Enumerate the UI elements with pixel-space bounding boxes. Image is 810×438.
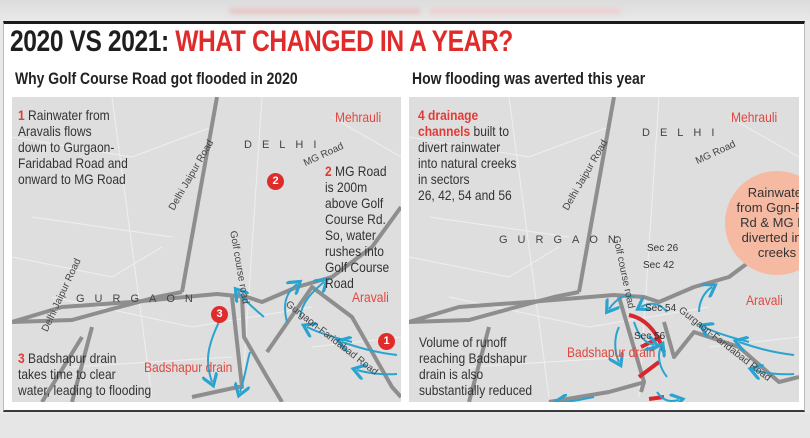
blurred-top-strip: [0, 0, 810, 20]
label-gurgaon: GURGAON: [499, 234, 626, 246]
note-2-number: 2: [325, 163, 332, 179]
note-3-number: 3: [18, 350, 25, 366]
note-2: 2 MG Road is 200m above Golf Course Rd. …: [325, 163, 389, 291]
note-line: in sectors: [418, 171, 470, 187]
note-1: 1 Rainwater from Aravalis flows down to …: [18, 107, 128, 187]
note-line: 26, 42, 54 and 56: [418, 187, 512, 203]
note-1-line: down to Gurgaon-: [18, 139, 115, 155]
note-1-number: 1: [18, 107, 25, 123]
note-line: reaching Badshapur: [419, 350, 527, 366]
note-3-line: water, leading to flooding: [18, 382, 152, 398]
callout-line: Rd & MG Rd: [740, 215, 799, 230]
note-2-line: Golf Course: [325, 259, 390, 275]
note-line: drain is also: [419, 366, 484, 382]
note-3-line: takes time to clear: [18, 366, 116, 382]
label-delhi: DELHI: [642, 127, 725, 139]
map-2020-roads: [12, 97, 401, 402]
marker-1: 1: [378, 333, 395, 350]
note-line: Volume of runoff: [419, 334, 507, 350]
note-1-line: Rainwater from: [28, 107, 110, 123]
label-aravali: Aravali: [746, 292, 783, 308]
note-2-line: So, water: [325, 227, 376, 243]
map-2020: 1 Rainwater from Aravalis flows down to …: [12, 97, 401, 402]
marker-2: 2: [267, 173, 284, 190]
sector-26-label: Sec 26: [647, 243, 679, 254]
note-2-line: Road: [325, 275, 354, 291]
note-2-line: above Golf: [325, 195, 384, 211]
label-mehrauli: Mehrauli: [731, 109, 778, 125]
note-3: 3 Badshapur drain takes time to clear wa…: [18, 350, 151, 398]
label-gurgaon: GURGAON: [76, 293, 203, 305]
note-highlight: channels: [418, 123, 471, 139]
note-1-line: Faridabad Road and: [18, 155, 128, 171]
note-line: built to: [470, 123, 510, 139]
note-highlight: 4 drainage: [418, 107, 479, 123]
note-line: divert rainwater: [418, 139, 501, 155]
note-2-line: is 200m: [325, 179, 368, 195]
marker-3: 3: [211, 306, 228, 323]
sector-56-label: Sec 56: [634, 331, 666, 342]
label-aravali: Aravali: [352, 289, 389, 305]
note-1-line: onward to MG Road: [18, 171, 126, 187]
label-delhi: DELHI: [244, 139, 327, 151]
bottom-shade: [0, 414, 810, 438]
note-drainage-channels: 4 drainage channels built to divert rain…: [418, 107, 516, 203]
label-mehrauli: Mehrauli: [335, 109, 382, 125]
left-subtitle: Why Golf Course Road got flooded in 2020: [15, 69, 298, 88]
sector-42-label: Sec 42: [643, 260, 675, 271]
sector-54-label: Sec 54: [645, 303, 677, 314]
note-2-line: Course Rd.: [325, 211, 386, 227]
label-badshapur-drain: Badshapur drain: [144, 359, 233, 375]
headline-prefix: 2020 VS 2021:: [10, 25, 169, 58]
label-badshapur-drain: Badshapur drain: [567, 344, 656, 360]
map-2021: 4 drainage channels built to divert rain…: [409, 97, 799, 402]
note-3-line: Badshapur drain: [28, 350, 117, 366]
callout-line: Rainwater: [747, 185, 799, 200]
right-subtitle: How flooding was averted this year: [412, 69, 646, 88]
note-2-line: rushes into: [325, 243, 384, 259]
callout-line: from Ggn-Fbd: [736, 200, 799, 215]
note-2-line: MG Road: [335, 163, 387, 179]
headline: 2020 VS 2021: WHAT CHANGED IN A YEAR?: [10, 25, 513, 59]
callout-line: creeks: [757, 245, 797, 260]
callout-text: Rainwater from Ggn-Fbd Rd & MG Rd divert…: [725, 185, 799, 260]
note-line: into natural creeks: [418, 155, 517, 171]
note-line: substantially reduced: [419, 382, 533, 398]
callout-circle: [725, 171, 799, 275]
note-1-line: Aravalis flows: [18, 123, 92, 139]
headline-highlight: WHAT CHANGED IN A YEAR?: [175, 25, 513, 58]
callout-line: diverted into: [741, 230, 799, 245]
note-runoff-reduced: Volume of runoff reaching Badshapur drai…: [419, 334, 532, 398]
